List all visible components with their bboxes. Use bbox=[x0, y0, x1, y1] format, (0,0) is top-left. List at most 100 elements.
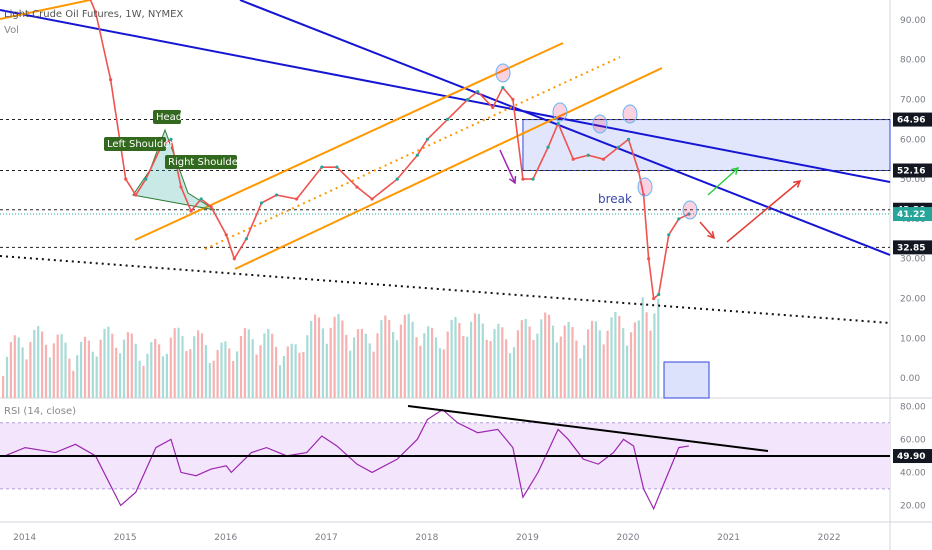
volume-bar bbox=[111, 333, 114, 398]
volume-bar bbox=[220, 342, 223, 398]
volume-bar bbox=[87, 340, 90, 398]
price-point bbox=[259, 201, 264, 205]
volume-bar bbox=[64, 342, 67, 398]
volume-bar bbox=[388, 319, 391, 398]
price-point bbox=[546, 145, 550, 149]
volume-bar bbox=[594, 321, 597, 398]
volume-bar bbox=[115, 347, 118, 398]
volume-bar bbox=[512, 347, 516, 398]
volume-bar bbox=[317, 317, 321, 398]
volume-bar bbox=[540, 319, 543, 398]
volume-bar bbox=[345, 334, 348, 398]
volume-bar bbox=[333, 316, 336, 398]
volume-bar bbox=[212, 360, 215, 398]
price-point bbox=[652, 296, 656, 301]
price-point bbox=[124, 177, 128, 181]
pattern-annotation: Left Shoulder bbox=[104, 137, 174, 151]
time-tick-label: 2022 bbox=[818, 533, 841, 543]
volume-bar bbox=[173, 328, 176, 398]
volume-bar bbox=[286, 346, 289, 398]
volume-bar bbox=[380, 320, 383, 398]
volume-bar bbox=[559, 336, 562, 398]
rsi-legend: RSI (14, close) bbox=[4, 406, 76, 417]
price-point bbox=[244, 237, 248, 241]
volume-bar bbox=[653, 313, 656, 398]
volume-bar bbox=[224, 341, 227, 398]
volume-bar bbox=[193, 336, 196, 398]
price-tick-label: 0.00 bbox=[900, 374, 920, 384]
time-tick-label: 2019 bbox=[516, 533, 539, 543]
time-tick-label: 2018 bbox=[415, 533, 438, 543]
volume-bar bbox=[649, 330, 652, 398]
price-tick-label: 50.00 bbox=[900, 175, 926, 185]
volume-bar bbox=[516, 330, 519, 398]
volume-bar bbox=[337, 314, 340, 398]
highlight-ellipse bbox=[495, 63, 511, 83]
price-tag-label: 64.96 bbox=[897, 116, 925, 126]
volume-bar bbox=[2, 376, 5, 398]
volume-bar bbox=[251, 339, 254, 398]
price-point bbox=[571, 157, 575, 161]
price-tag-box bbox=[893, 112, 932, 127]
price-point bbox=[335, 165, 339, 169]
volume-bar bbox=[25, 359, 28, 398]
volume-bar bbox=[579, 358, 582, 398]
down-arrow-purple bbox=[499, 149, 516, 184]
volume-bar bbox=[158, 344, 161, 398]
price-point bbox=[395, 177, 399, 181]
volume-bar bbox=[657, 298, 660, 398]
volume-bar bbox=[598, 330, 601, 398]
volume-bar bbox=[29, 342, 32, 398]
volume-bar bbox=[419, 345, 422, 398]
volume-bar bbox=[567, 321, 570, 398]
volume-bar bbox=[185, 351, 188, 398]
resistance-zone bbox=[522, 119, 891, 172]
time-tick-label: 2020 bbox=[617, 533, 640, 543]
volume-bar bbox=[485, 339, 488, 398]
up-arrow-red bbox=[726, 180, 801, 243]
volume-bar bbox=[275, 346, 278, 398]
rsi-tick-label: 40.00 bbox=[900, 468, 926, 478]
pattern-annotation: Right Shoulder bbox=[165, 155, 243, 169]
volume-bar bbox=[349, 350, 352, 398]
volume-bar bbox=[645, 312, 648, 398]
up-arrow-green-head bbox=[731, 166, 740, 175]
price-point bbox=[586, 153, 590, 157]
volume-bar bbox=[497, 323, 500, 398]
volume-bar bbox=[602, 344, 605, 398]
volume-bar bbox=[290, 343, 293, 398]
volume-bar bbox=[590, 320, 594, 398]
volume-bar bbox=[466, 336, 469, 398]
volume-bar bbox=[126, 332, 129, 398]
volume-bar bbox=[9, 342, 12, 398]
volume-bar bbox=[454, 317, 457, 398]
volume-bar bbox=[161, 356, 165, 398]
volume-bar bbox=[431, 327, 434, 398]
volume-bar bbox=[509, 353, 512, 398]
volume-bar bbox=[165, 353, 168, 398]
volume-bar bbox=[44, 344, 48, 398]
volume-bar bbox=[427, 326, 430, 398]
volume-bar bbox=[68, 358, 71, 398]
volume-bar bbox=[95, 356, 98, 398]
price-point bbox=[274, 193, 279, 197]
volume-bar bbox=[637, 320, 640, 398]
price-point bbox=[370, 197, 374, 201]
volume-bar bbox=[325, 343, 328, 398]
price-point bbox=[93, 10, 98, 14]
volume-bar bbox=[294, 344, 297, 398]
highlight-ellipse bbox=[592, 114, 608, 134]
price-tick-label: 90.00 bbox=[900, 16, 926, 26]
volume-bar bbox=[583, 345, 586, 398]
price-point bbox=[601, 157, 605, 161]
volume-bar bbox=[353, 337, 356, 398]
annotation-text: Right Shoulder bbox=[168, 157, 243, 168]
price-tick-label: 70.00 bbox=[900, 96, 926, 106]
volume-bar bbox=[641, 297, 644, 398]
volume-bar bbox=[618, 315, 621, 398]
volume-bar bbox=[60, 334, 63, 398]
down-arrow-red bbox=[699, 221, 715, 239]
volume-bar bbox=[364, 333, 367, 398]
price-point bbox=[476, 89, 480, 94]
